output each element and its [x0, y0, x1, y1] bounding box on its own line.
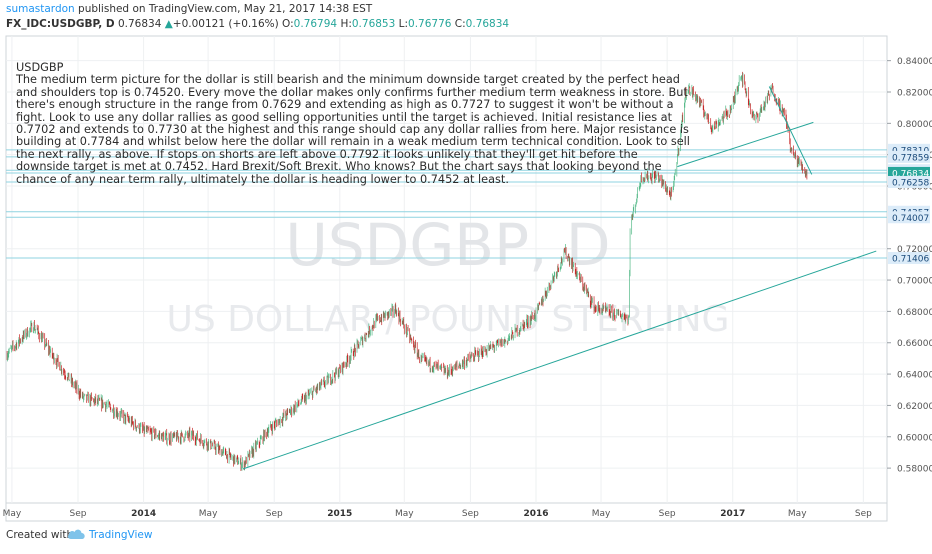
y-tick-label: 0.72000 — [897, 245, 932, 255]
y-tick-label: 0.84000 — [897, 57, 932, 67]
level-label-bg — [888, 166, 930, 179]
x-tick-label: Sep — [70, 509, 87, 519]
watermark-description: US DOLLAR / POUND STERLING — [167, 299, 730, 340]
y-tick-label: 0.80000 — [897, 120, 932, 130]
watermark-symbol: USDGBP, D — [285, 211, 610, 279]
x-tick-label: May — [3, 509, 22, 519]
trendlines — [242, 86, 877, 470]
x-tick-label: 2014 — [131, 509, 156, 519]
close-label: C: — [454, 18, 466, 30]
footer: Created with TradingView — [0, 520, 932, 550]
y-tick-label: 0.64000 — [897, 371, 932, 381]
price-change: +0.00121 (+0.16%) — [172, 18, 279, 30]
trendline-neckline — [677, 121, 814, 168]
price-axis[interactable]: 0.840000.820000.800000.780000.760000.720… — [887, 57, 932, 475]
y-tick-label: 0.60000 — [897, 433, 932, 443]
level-label-bg — [888, 211, 930, 224]
published-text: published on TradingView.com, May 21, 20… — [78, 3, 373, 15]
level-label-bg — [888, 175, 930, 188]
level-label: 0.77859 — [892, 153, 929, 163]
high-value: 0.76853 — [351, 18, 396, 30]
x-tick-label: Sep — [462, 509, 479, 519]
x-tick-label: May — [199, 509, 218, 519]
chart-header: sumastardon published on TradingView.com… — [0, 0, 932, 36]
note-title: USDGBP — [16, 61, 64, 74]
level-label: 0.71406 — [892, 255, 929, 265]
y-tick-label: 0.62000 — [897, 402, 932, 412]
tradingview-brand[interactable]: TradingView — [89, 529, 153, 541]
time-axis[interactable]: May Sep 2014 May Sep 2015 May Sep 2016 May Sep 2017… — [3, 509, 873, 519]
y-tick-label: 0.82000 — [897, 88, 932, 98]
level-label-bg — [888, 252, 930, 265]
x-tick-label: Sep — [659, 509, 676, 519]
high-label: H: — [340, 18, 352, 30]
trendline-resistance — [768, 86, 813, 175]
open-label: O: — [282, 18, 294, 30]
level-label: 0.76258 — [892, 178, 929, 188]
low-value: 0.76776 — [408, 18, 452, 30]
tradingview-cloud-icon — [67, 529, 85, 539]
last-price: 0.76834 — [117, 18, 162, 30]
idea-note: USDGBP The medium term picture for the d… — [16, 61, 692, 186]
y-tick-label: 0.58000 — [897, 465, 932, 475]
y-tick-label: 0.68000 — [897, 308, 932, 318]
note-body: The medium term picture for the dollar i… — [16, 73, 690, 186]
x-tick-label: Sep — [266, 509, 283, 519]
low-label: L: — [398, 18, 409, 30]
change-arrow-icon: ▲ — [164, 18, 173, 30]
level-label-bg — [888, 150, 930, 163]
x-tick-label: 2015 — [327, 509, 352, 519]
level-label: 0.74007 — [892, 214, 929, 224]
x-tick-label: Sep — [855, 509, 872, 519]
symbol-name: FX_IDC:USDGBP, D — [6, 18, 115, 30]
x-tick-label: 2017 — [720, 509, 745, 519]
publish-info: sumastardon published on TradingView.com… — [6, 3, 372, 15]
watermark: USDGBP, D US DOLLAR / POUND STERLING — [167, 211, 730, 340]
level-label: 0.76834 — [892, 169, 929, 179]
open-value: 0.76794 — [293, 18, 338, 30]
trendline-support — [242, 250, 877, 470]
x-tick-label: May — [592, 509, 611, 519]
x-tick-label: May — [395, 509, 414, 519]
horizontal-lines — [6, 149, 887, 259]
y-tick-label: 0.70000 — [897, 277, 932, 287]
x-tick-label: 2016 — [523, 509, 548, 519]
y-tick-label: 0.66000 — [897, 339, 932, 349]
candles — [6, 71, 808, 471]
created-with-text: Created with — [6, 529, 74, 541]
symbol-info-line: FX_IDC:USDGBP, D 0.76834 ▲+0.00121 (+0.1… — [6, 18, 509, 30]
close-value: 0.76834 — [465, 18, 510, 30]
x-tick-label: May — [788, 509, 807, 519]
author-link[interactable]: sumastardon — [6, 3, 75, 15]
